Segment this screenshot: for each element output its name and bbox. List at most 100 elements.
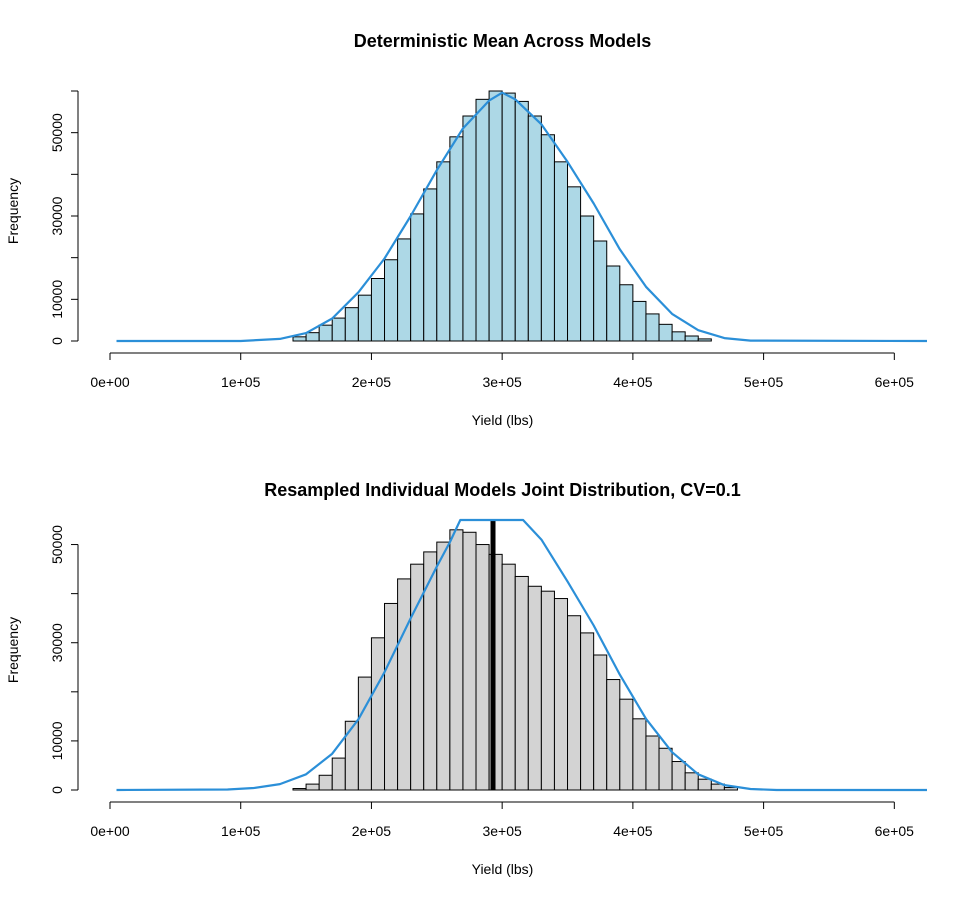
histogram-bar <box>567 615 582 791</box>
y-axis: 0 10000 30000 50000 <box>49 90 79 345</box>
histogram-bar <box>527 115 542 342</box>
histogram-bar <box>619 698 634 791</box>
histogram-bar <box>658 747 673 791</box>
histogram-bar <box>475 544 490 791</box>
histogram-bar <box>697 778 712 791</box>
x-axis: 0e+00 1e+05 2e+05 3e+05 4e+05 5e+05 6e+05 <box>90 352 915 390</box>
y-tick-label: 10000 <box>49 721 65 760</box>
histogram-bar <box>593 240 608 342</box>
histogram-bar <box>357 676 372 791</box>
histogram-bar <box>462 531 477 791</box>
x-tick-label: 0e+00 <box>90 374 130 390</box>
chart-title: Resampled Individual Models Joint Distri… <box>264 480 741 500</box>
x-tick-label: 1e+05 <box>221 823 261 839</box>
y-tick-label: 10000 <box>49 280 65 319</box>
histogram-bar <box>397 238 412 342</box>
histogram-bar <box>410 213 425 342</box>
histogram-bar <box>462 115 477 342</box>
histogram-bar <box>501 92 516 342</box>
density-curve <box>116 518 927 792</box>
histogram-bar <box>606 679 621 791</box>
histogram-bar <box>305 783 320 791</box>
x-tick-label: 4e+05 <box>613 823 653 839</box>
histogram-bar <box>553 161 569 342</box>
y-axis-label: Frequency <box>5 617 21 683</box>
histogram-bar <box>475 98 490 342</box>
histogram-bar <box>684 772 699 791</box>
x-tick-label: 4e+05 <box>613 374 653 390</box>
y-tick-label: 0 <box>49 786 65 794</box>
histogram-bar <box>580 632 595 791</box>
histogram-bar <box>527 585 542 791</box>
histogram-bar <box>436 541 451 791</box>
x-axis-label: Yield (lbs) <box>472 861 534 877</box>
density-curve <box>116 91 928 343</box>
histogram-bar <box>331 757 346 791</box>
y-axis: 0 10000 30000 50000 <box>49 525 79 794</box>
histogram-bar <box>514 100 529 342</box>
histogram-bars <box>292 90 712 342</box>
chart-panel-2: Resampled Individual Models Joint Distri… <box>5 480 927 877</box>
histogram-bar <box>292 788 307 791</box>
x-tick-label: 0e+00 <box>90 823 130 839</box>
x-axis-label: Yield (lbs) <box>472 412 534 428</box>
histogram-bar <box>540 590 555 791</box>
histogram-bar <box>357 294 372 342</box>
histogram-bar <box>384 602 399 791</box>
histogram-bar <box>488 90 503 342</box>
histogram-bar <box>397 578 412 791</box>
histogram-bar <box>449 529 464 791</box>
x-tick-label: 3e+05 <box>482 823 522 839</box>
histogram-bar <box>684 335 699 342</box>
histogram-bar <box>384 259 399 342</box>
x-tick-label: 2e+05 <box>352 823 392 839</box>
histogram-bar <box>292 336 307 342</box>
x-tick-label: 6e+05 <box>875 374 915 390</box>
histogram-bar <box>619 284 634 342</box>
histogram-bar <box>331 317 346 342</box>
x-tick-label: 5e+05 <box>744 374 784 390</box>
histogram-bar <box>645 313 660 342</box>
histogram-bar <box>305 332 320 342</box>
histogram-bar <box>344 720 359 791</box>
histogram-bar <box>540 134 555 342</box>
y-tick-label: 50000 <box>49 113 65 152</box>
x-tick-label: 3e+05 <box>482 374 522 390</box>
x-tick-label: 2e+05 <box>352 374 392 390</box>
histogram-bar <box>671 761 686 791</box>
histogram-bar <box>632 718 647 791</box>
histogram-bar <box>671 331 686 342</box>
histogram-bar <box>501 563 516 791</box>
histogram-bar <box>514 575 529 791</box>
y-tick-label: 30000 <box>49 196 65 235</box>
y-axis-label: Frequency <box>5 178 21 244</box>
histogram-bar <box>344 307 359 342</box>
histogram-bars <box>292 529 738 791</box>
histogram-bar <box>553 598 569 791</box>
histogram-bar <box>658 323 673 342</box>
histogram-bar <box>318 774 333 791</box>
histogram-bar <box>697 338 712 342</box>
x-tick-label: 5e+05 <box>744 823 784 839</box>
x-axis: 0e+00 1e+05 2e+05 3e+05 4e+05 5e+05 6e+05 <box>90 801 915 839</box>
histogram-bar <box>723 787 738 791</box>
histogram-bar <box>580 215 595 342</box>
histogram-bar <box>645 735 660 791</box>
histogram-bar <box>436 161 451 342</box>
histogram-bar <box>632 300 647 342</box>
histogram-bar <box>567 186 582 342</box>
y-tick-label: 0 <box>49 337 65 345</box>
histogram-bar <box>593 654 608 791</box>
x-tick-label: 6e+05 <box>875 823 915 839</box>
histogram-bar <box>606 265 621 342</box>
histogram-bar <box>370 278 386 342</box>
chart-panel-1: Deterministic Mean Across Models 0e+00 1e+… <box>5 31 928 428</box>
chart-title: Deterministic Mean Across Models <box>354 31 651 51</box>
histogram-bar <box>423 188 438 342</box>
x-tick-label: 1e+05 <box>221 374 261 390</box>
histogram-bar <box>370 637 386 791</box>
y-tick-label: 50000 <box>49 525 65 564</box>
y-tick-label: 30000 <box>49 623 65 662</box>
histogram-bar <box>318 324 333 342</box>
